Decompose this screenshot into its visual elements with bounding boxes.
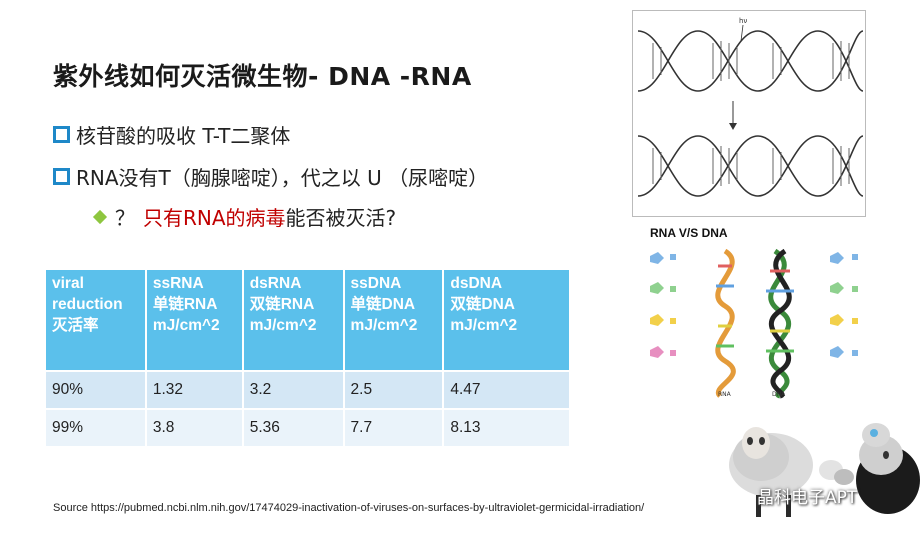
table-cell: 3.8 <box>145 408 244 446</box>
table-cell: 7.7 <box>343 408 445 446</box>
square-bullet-icon <box>53 168 70 185</box>
header-viral-reduction: viral reduction 灭活率 <box>46 270 147 371</box>
sub-bullet-red-text: 只有RNA的病毒 <box>143 206 286 230</box>
dna-label: DNA <box>772 391 786 398</box>
table-header-row: viral reduction 灭活率 ssRNA 单链RNA mJ/cm^2 … <box>46 270 571 371</box>
sheep-illustration <box>716 395 920 531</box>
watermark: 晶科电子APT <box>730 483 857 508</box>
uv-dose-table: viral reduction 灭活率 ssRNA 单链RNA mJ/cm^2 … <box>46 270 571 446</box>
rna-vs-dna-title: RNA V/S DNA <box>650 226 728 240</box>
header-ssdna: ssDNA 单链DNA mJ/cm^2 <box>343 270 445 371</box>
table-row: 99% 3.8 5.36 7.7 8.13 <box>46 408 571 446</box>
uv-label: hν <box>739 17 747 25</box>
table-cell: 1.32 <box>145 370 244 409</box>
rna-vs-dna-figure: RNA DNA <box>640 246 895 401</box>
wechat-icon <box>731 487 751 504</box>
table-cell: 90% <box>46 370 147 409</box>
table-row: 90% 1.32 3.2 2.5 4.47 <box>46 370 571 409</box>
rna-dna-helix-image: RNA DNA <box>650 248 858 399</box>
table-cell: 4.47 <box>443 370 571 409</box>
sub-bullet: ？ 只有RNA的病毒 能否被灭活? <box>92 202 397 231</box>
watermark-text: 晶科电子APT <box>757 488 858 508</box>
square-bullet-icon <box>53 126 70 143</box>
rna-label: RNA <box>718 391 732 398</box>
slide-title: 紫外线如何灭活微生物- DNA -RNA <box>53 62 472 91</box>
bullet-1: 核苷酸的吸收 T-T二聚体 <box>53 120 290 149</box>
dna-uv-figure: hν <box>632 10 866 217</box>
source-citation: Source https://pubmed.ncbi.nlm.nih.gov/1… <box>53 502 645 514</box>
table-cell: 5.36 <box>242 408 345 446</box>
table-cell: 8.13 <box>443 408 571 446</box>
table-cell: 99% <box>46 408 147 446</box>
double-helix-image: hν <box>637 17 864 197</box>
sub-bullet-mark: ？ <box>115 206 135 230</box>
nucleobase-icons-right <box>830 252 858 358</box>
table-cell: 3.2 <box>242 370 345 409</box>
diamond-bullet-icon <box>92 209 108 224</box>
header-dsrna: dsRNA 双链RNA mJ/cm^2 <box>242 270 345 371</box>
bullet-1-text: 核苷酸的吸收 T-T二聚体 <box>76 124 291 148</box>
header-ssrna: ssRNA 单链RNA mJ/cm^2 <box>145 270 244 371</box>
bullet-2-text: RNA没有T（胸腺嘧啶），代之以 U （尿嘧啶） <box>76 166 489 190</box>
nucleobase-icons-left <box>650 252 676 358</box>
bullet-2: RNA没有T（胸腺嘧啶），代之以 U （尿嘧啶） <box>53 162 488 191</box>
header-dsdna: dsDNA 双链DNA mJ/cm^2 <box>443 270 571 371</box>
sub-bullet-rest-text: 能否被灭活? <box>285 206 397 230</box>
table-cell: 2.5 <box>343 370 445 409</box>
